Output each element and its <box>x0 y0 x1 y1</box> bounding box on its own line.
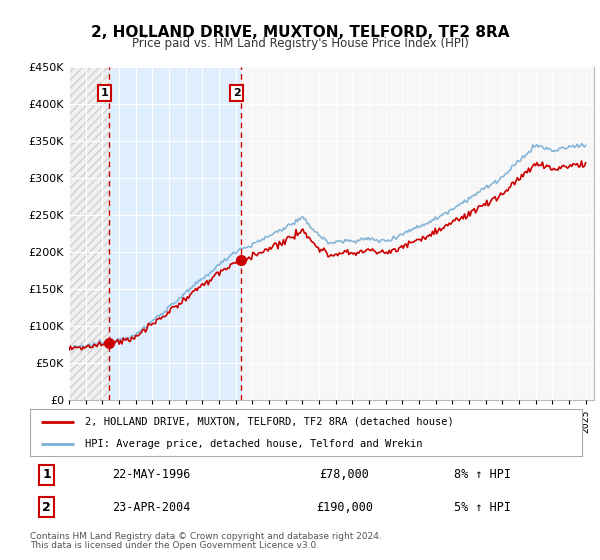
Text: 5% ↑ HPI: 5% ↑ HPI <box>454 501 511 514</box>
Text: Contains HM Land Registry data © Crown copyright and database right 2024.: Contains HM Land Registry data © Crown c… <box>30 532 382 541</box>
Text: HPI: Average price, detached house, Telford and Wrekin: HPI: Average price, detached house, Telf… <box>85 438 422 449</box>
Text: Price paid vs. HM Land Registry's House Price Index (HPI): Price paid vs. HM Land Registry's House … <box>131 37 469 50</box>
Text: 1: 1 <box>42 468 51 482</box>
Text: 8% ↑ HPI: 8% ↑ HPI <box>454 468 511 482</box>
Text: 2: 2 <box>42 501 51 514</box>
Text: 1: 1 <box>101 88 109 98</box>
Bar <box>69 67 109 400</box>
Text: £190,000: £190,000 <box>316 501 373 514</box>
Text: 2, HOLLAND DRIVE, MUXTON, TELFORD, TF2 8RA: 2, HOLLAND DRIVE, MUXTON, TELFORD, TF2 8… <box>91 25 509 40</box>
Bar <box>109 67 241 400</box>
Text: 23-APR-2004: 23-APR-2004 <box>112 501 191 514</box>
Text: 2: 2 <box>233 88 241 98</box>
Text: 2, HOLLAND DRIVE, MUXTON, TELFORD, TF2 8RA (detached house): 2, HOLLAND DRIVE, MUXTON, TELFORD, TF2 8… <box>85 417 454 427</box>
Text: This data is licensed under the Open Government Licence v3.0.: This data is licensed under the Open Gov… <box>30 541 319 550</box>
Text: 22-MAY-1996: 22-MAY-1996 <box>112 468 191 482</box>
Text: £78,000: £78,000 <box>320 468 370 482</box>
